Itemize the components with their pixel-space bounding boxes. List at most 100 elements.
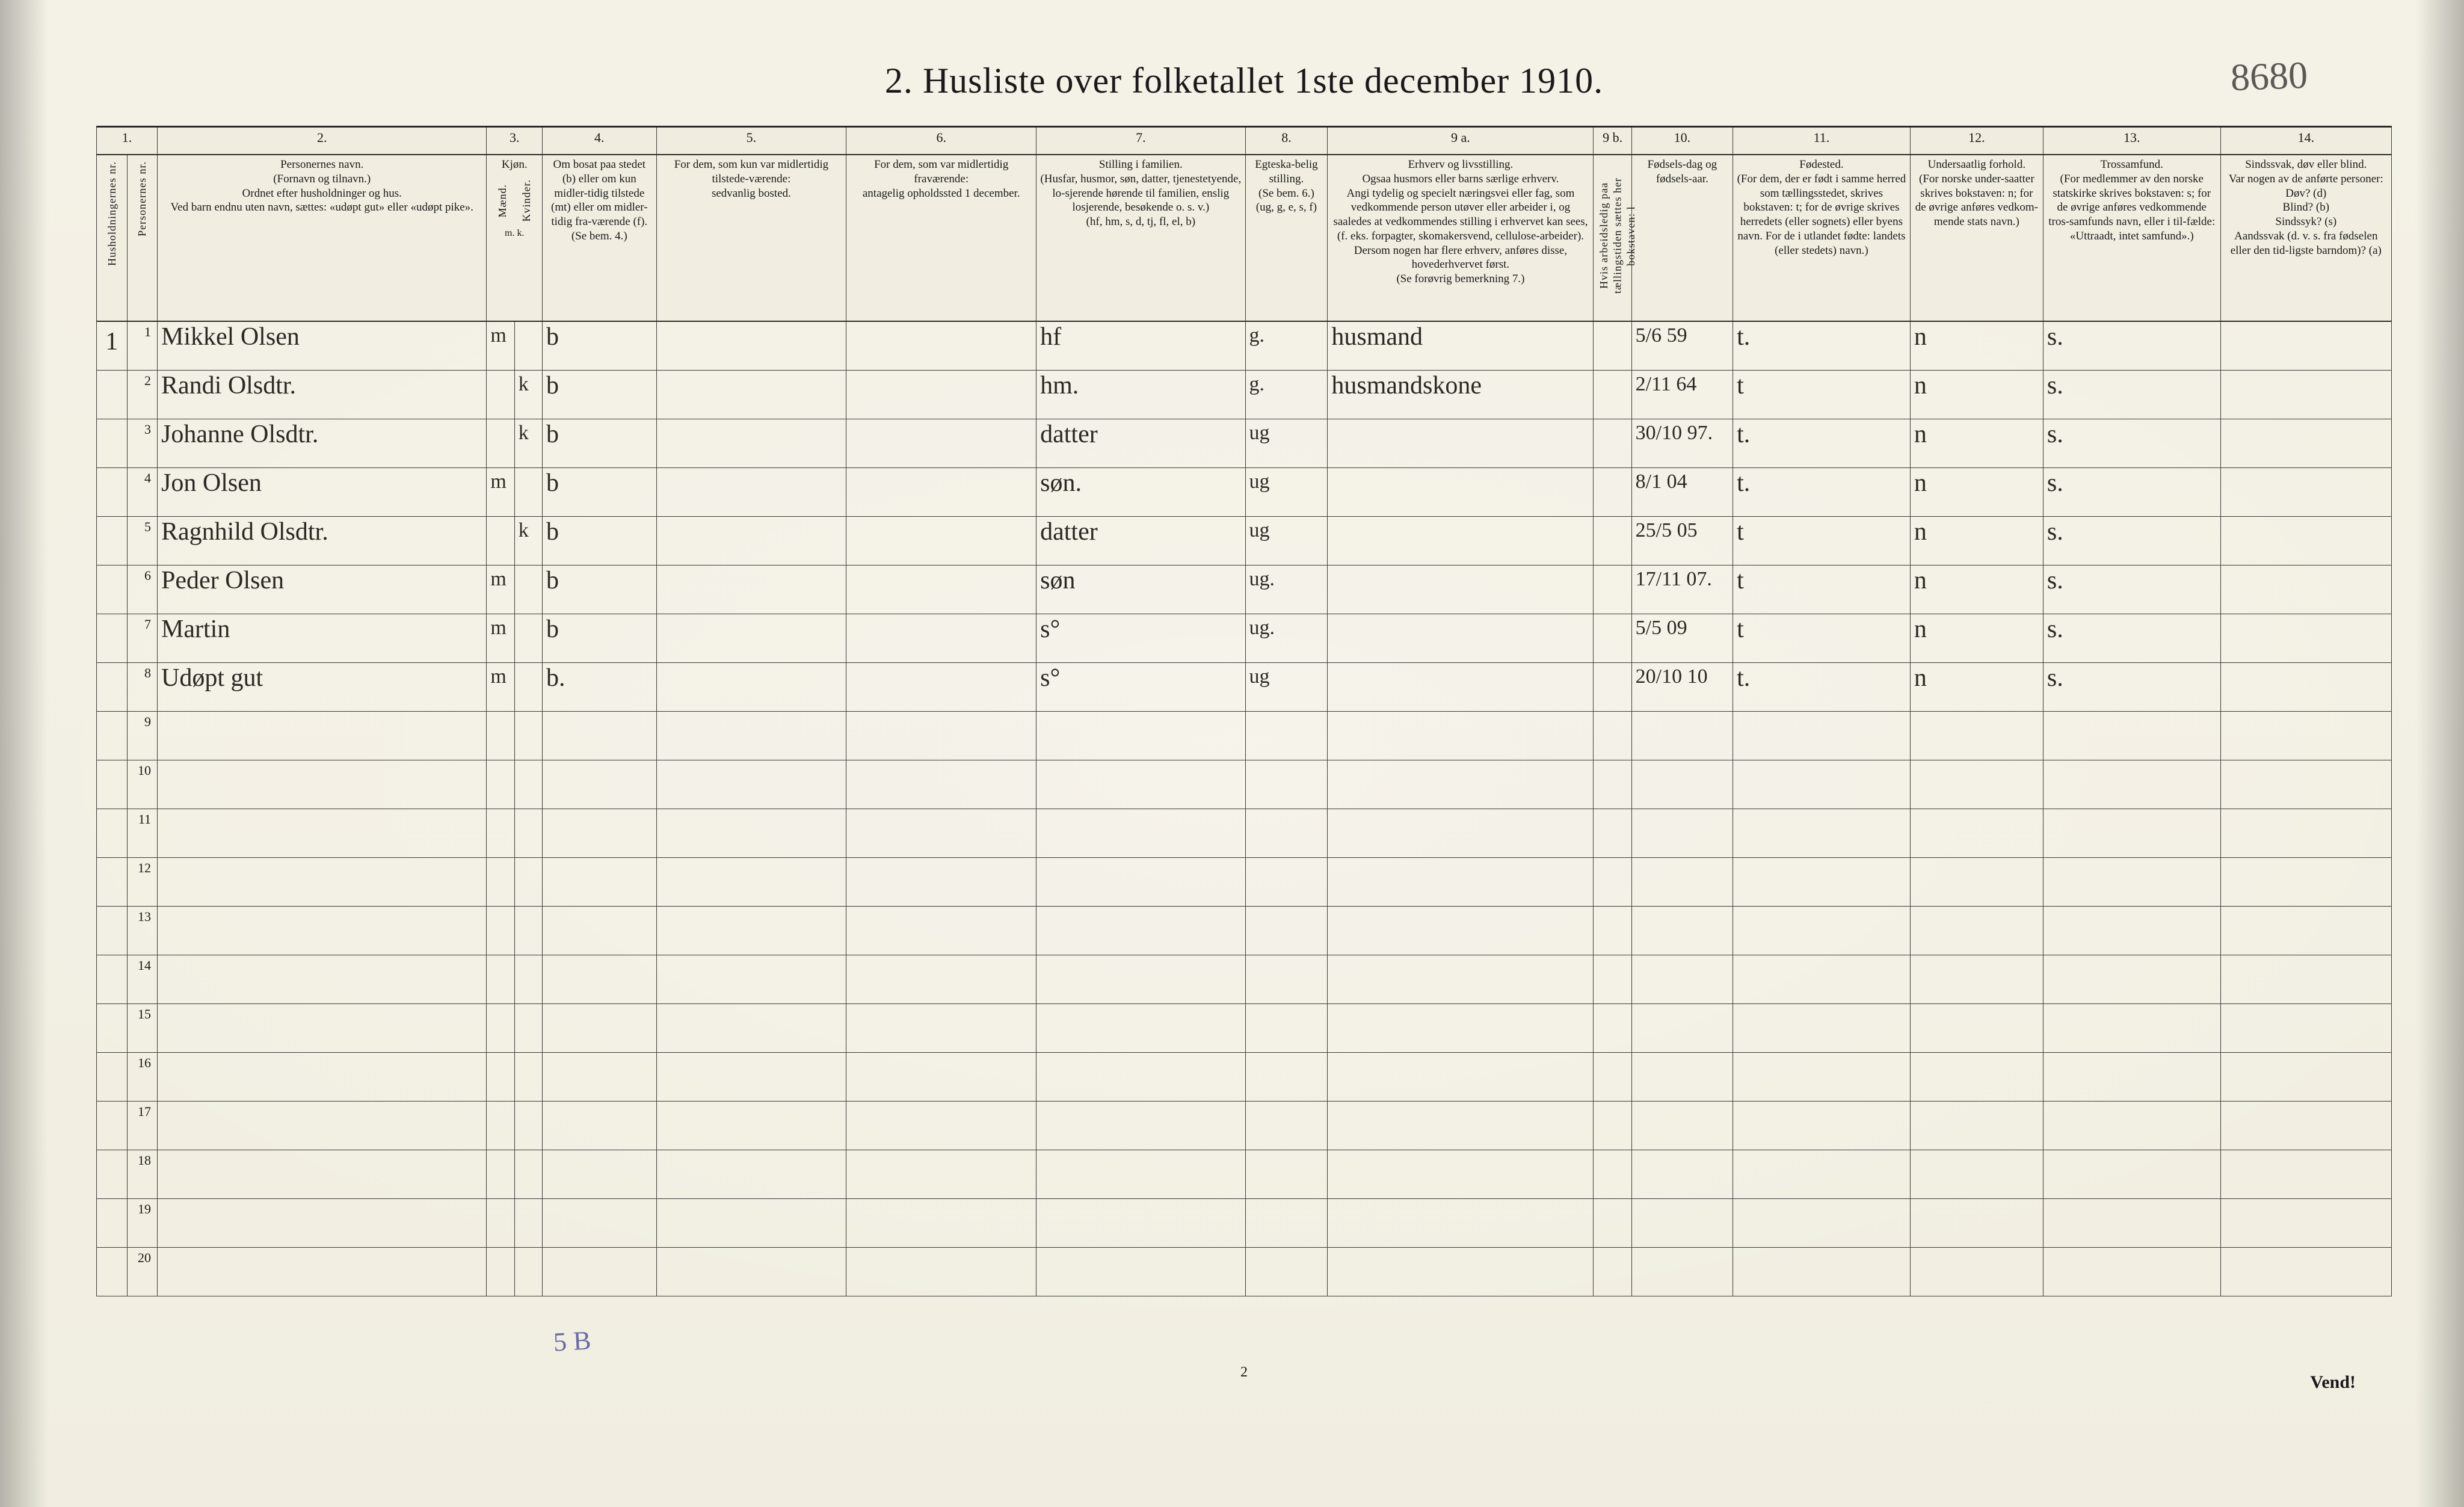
cell-hh [97,711,128,760]
cell-empty [514,809,542,857]
cell-c9b [1594,662,1631,711]
cell-empty [1594,1003,1631,1052]
table-head: 1. 2. 3. 4. 5. 6. 7. 8. 9 a. 9 b. 10. 11… [97,127,2392,321]
col-9a-label: Erhverv og livsstilling.Ogsaa husmors el… [1328,155,1594,321]
col-3-m: Mænd. [496,176,510,226]
table-row-empty: 9 [97,711,2392,760]
cell-person-no: 2 [127,370,158,419]
cell-empty [656,1052,846,1101]
cell-c14 [2220,662,2391,711]
cell-sex-m: m [487,321,514,371]
cell-person-no: 10 [127,760,158,809]
cell-hh [97,1003,128,1052]
cell-c7: s° [1036,662,1245,711]
cell-sex-m: m [487,662,514,711]
cell-empty [487,1003,514,1052]
colno-4: 4. [543,127,656,155]
cell-empty [1328,857,1594,906]
cell-c6 [846,467,1036,516]
cell-c8: ug [1245,662,1328,711]
cell-empty [514,1198,542,1247]
cell-empty [1910,1003,2043,1052]
cell-c13: s. [2043,321,2220,371]
cell-c7: datter [1036,419,1245,467]
cell-empty [2220,809,2391,857]
cell-c9b [1594,321,1631,371]
cell-empty [1631,1052,1732,1101]
cell-sex-m [487,516,514,565]
cell-c9a [1328,419,1594,467]
cell-c11: t [1733,614,1911,662]
cell-c9b [1594,370,1631,419]
column-label-row: Husholdningernes nr. Personernes nr. Per… [97,155,2392,321]
cell-person-no: 16 [127,1052,158,1101]
cell-empty [2043,1198,2220,1247]
cell-sex-k: k [514,516,542,565]
cell-empty [1328,760,1594,809]
cell-empty [656,1150,846,1198]
cell-empty [656,906,846,955]
cell-hh [97,760,128,809]
cell-c11: t. [1733,321,1911,371]
cell-residence: b [543,614,656,662]
cell-empty [543,1198,656,1247]
cell-c5 [656,662,846,711]
table-row-empty: 12 [97,857,2392,906]
cell-empty [543,760,656,809]
cell-empty [1594,1247,1631,1296]
cell-empty [1594,1101,1631,1150]
cell-hh [97,419,128,467]
cell-empty [846,1247,1036,1296]
table-row-empty: 11 [97,809,2392,857]
table-row-empty: 16 [97,1052,2392,1101]
cell-c11: t [1733,565,1911,614]
cell-c10: 30/10 97. [1631,419,1732,467]
cell-empty [1245,760,1328,809]
cell-c7: søn [1036,565,1245,614]
cell-person-no: 4 [127,467,158,516]
cell-empty [1328,809,1594,857]
colno-2: 2. [158,127,487,155]
cell-c9a [1328,614,1594,662]
cell-empty [1631,955,1732,1003]
cell-sex-k [514,565,542,614]
cell-c5 [656,467,846,516]
cell-empty [1328,1247,1594,1296]
cell-person-no: 14 [127,955,158,1003]
cell-hh [97,516,128,565]
cell-name: Jon Olsen [158,467,487,516]
cell-empty [2043,1101,2220,1150]
cell-hh [97,370,128,419]
cell-empty [1245,1101,1328,1150]
cell-residence: b [543,516,656,565]
census-table: 1. 2. 3. 4. 5. 6. 7. 8. 9 a. 9 b. 10. 11… [96,126,2392,1296]
cell-sex-k: k [514,419,542,467]
cell-empty [1631,760,1732,809]
cell-empty [2220,1198,2391,1247]
table-row: 7Martinmbs°ug.5/5 09tns. [97,614,2392,662]
cell-c11: t. [1733,467,1911,516]
cell-empty [1631,1101,1732,1150]
col-5-label: For dem, som kun var midlertidig tilsted… [656,155,846,321]
cell-empty [1036,1101,1245,1150]
cell-empty [543,955,656,1003]
cell-empty [1631,809,1732,857]
cell-hh [97,1198,128,1247]
cell-empty [514,1003,542,1052]
table-row-empty: 14 [97,955,2392,1003]
cell-empty [514,906,542,955]
cell-person-no: 8 [127,662,158,711]
census-page: 2. Husliste over folketallet 1ste decemb… [0,0,2464,1507]
table-row: 2Randi Olsdtr.kbhm.g.husmandskone2/11 64… [97,370,2392,419]
cell-residence: b [543,565,656,614]
col-11-label: Fødested.(For dem, der er født i samme h… [1733,155,1911,321]
cell-empty [1910,711,2043,760]
cell-empty [656,1101,846,1150]
handwritten-annotation-topright: 8680 [2230,53,2309,100]
cell-c10: 8/1 04 [1631,467,1732,516]
table-row-empty: 20 [97,1247,2392,1296]
cell-hh [97,662,128,711]
cell-empty [1245,1247,1328,1296]
cell-empty [2043,760,2220,809]
cell-empty [1245,809,1328,857]
